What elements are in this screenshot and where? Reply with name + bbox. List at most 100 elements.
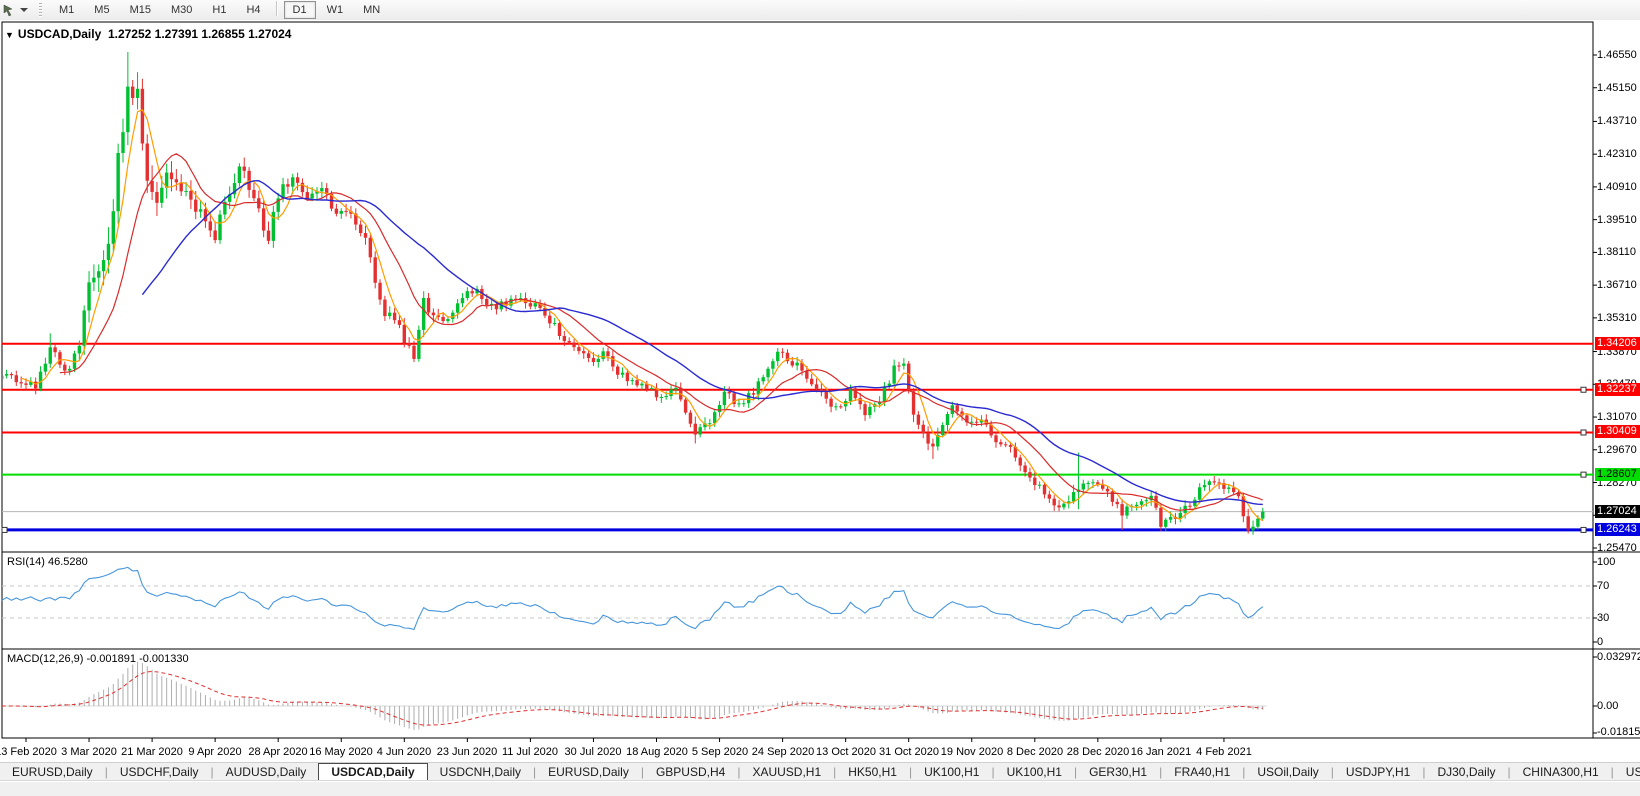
date-tick-label: 28 Dec 2020 xyxy=(1066,746,1130,758)
macd-scale-label: 0.032972 xyxy=(1597,651,1640,663)
tab-separator: | xyxy=(1507,765,1511,779)
tab-gbpusd-h4-6[interactable]: GBPUSD,H4 xyxy=(655,764,726,779)
hline-price-label: 1.28607 xyxy=(1595,468,1640,481)
tab-usoil-daily-13[interactable]: USOil,Daily xyxy=(1257,764,1319,779)
macd-signal-line xyxy=(1,670,1263,726)
tab-hk50-h1-8[interactable]: HK50,H1 xyxy=(848,764,897,779)
price-tick-label: 1.42310 xyxy=(1597,148,1637,160)
date-tick-label: 18 Aug 2020 xyxy=(626,746,688,758)
tab-china300-h1-16[interactable]: CHINA300,H1 xyxy=(1522,764,1599,779)
candles-layer xyxy=(3,51,1265,535)
rsi-scale-label: 0 xyxy=(1597,636,1604,648)
tab-ger30-h1-11[interactable]: GER30,H1 xyxy=(1089,764,1148,779)
hline-handle[interactable] xyxy=(1,526,8,533)
tab-separator: | xyxy=(640,765,644,779)
toolbar-grip[interactable] xyxy=(39,3,42,17)
timeframe-button-w1[interactable]: W1 xyxy=(326,4,344,16)
tab-usdjpy-h1-14[interactable]: USDJPY,H1 xyxy=(1345,764,1411,779)
ma-mid-line xyxy=(59,153,1264,511)
tab-dj30-daily-15[interactable]: DJ30,Daily xyxy=(1437,764,1496,779)
chart-symbol-label: USDCAD,Daily xyxy=(17,27,102,41)
date-tick-label: 13 Oct 2020 xyxy=(816,746,876,758)
hline-handle[interactable] xyxy=(1580,429,1587,436)
timeframe-button-d1[interactable]: D1 xyxy=(283,1,316,19)
macd-indicator-label: MACD(12,26,9) -0.001891 -0.001330 xyxy=(7,653,189,665)
price-tick-label: 1.36710 xyxy=(1597,279,1637,291)
date-tick-label: 31 Oct 2020 xyxy=(879,746,939,758)
price-tick-label: 1.43710 xyxy=(1597,115,1637,127)
ma-slow-line xyxy=(141,179,1263,506)
rsi-panel xyxy=(1,551,1594,650)
main-price-panel xyxy=(1,21,1594,553)
price-tick-label: 1.29670 xyxy=(1597,444,1637,456)
chart-collapse-icon[interactable]: ▼ xyxy=(5,30,14,40)
price-tick-label: 1.35310 xyxy=(1597,312,1637,324)
tab-separator: | xyxy=(1610,765,1614,779)
price-tick-label: 1.45150 xyxy=(1597,82,1637,94)
hline-price-label: 1.34206 xyxy=(1595,337,1640,350)
date-tick-label: 8 Dec 2020 xyxy=(1006,746,1064,758)
tab-usdcnh-daily-4[interactable]: USDCNH,Daily xyxy=(439,764,522,779)
timeframe-button-h1[interactable]: H1 xyxy=(212,4,227,16)
hline-handle[interactable] xyxy=(1580,526,1587,533)
chart-title: ▼ USDCAD,Daily 1.27252 1.27391 1.26855 1.… xyxy=(5,27,291,41)
timeframe-button-mn[interactable]: MN xyxy=(363,4,381,16)
tab-uk100-h1-10[interactable]: UK100,H1 xyxy=(1006,764,1062,779)
timeframe-button-m30[interactable]: M30 xyxy=(170,4,193,16)
tab-separator: | xyxy=(1422,765,1426,779)
tab-uk100-h1-9[interactable]: UK100,H1 xyxy=(924,764,980,779)
date-tick-label: 16 May 2020 xyxy=(309,746,373,758)
price-tick-label: 1.39510 xyxy=(1597,214,1637,226)
tab-usdcad-daily-3[interactable]: USDCAD,Daily xyxy=(318,763,428,781)
tab-separator: | xyxy=(908,765,913,779)
price-tick-label: 1.40910 xyxy=(1597,181,1637,193)
tab-separator: | xyxy=(991,765,995,779)
date-tick-label: 19 Nov 2020 xyxy=(940,746,1004,758)
tab-separator: | xyxy=(1242,765,1246,779)
date-tick-label: 11 Jul 2020 xyxy=(501,746,559,758)
price-tick-label: 1.31070 xyxy=(1597,411,1637,423)
tab-xauusd-h1-7[interactable]: XAUUSD,H1 xyxy=(752,764,822,779)
timeframe-button-m1[interactable]: M1 xyxy=(59,4,75,16)
tab-separator: | xyxy=(833,765,837,779)
date-tick-label: 28 Apr 2020 xyxy=(248,746,308,758)
hline-handle[interactable] xyxy=(1580,471,1587,478)
timeframe-button-h4[interactable]: H4 xyxy=(246,4,261,16)
tab-eurusd-daily-0[interactable]: EURUSD,Daily xyxy=(12,764,93,779)
hline-handle[interactable] xyxy=(1580,386,1587,393)
tool-dropdown-icon[interactable] xyxy=(20,8,28,12)
ma-fast-line xyxy=(20,109,1264,522)
price-tick-label: 1.46550 xyxy=(1597,49,1637,61)
current-price-label: 1.27024 xyxy=(1595,505,1640,518)
date-tick-label: 5 Sep 2020 xyxy=(691,746,749,758)
rsi-line xyxy=(1,566,1264,631)
macd-histogram xyxy=(6,661,1264,730)
chart-ohlc-values: 1.27252 1.27391 1.26855 1.27024 xyxy=(107,27,292,41)
tab-separator: | xyxy=(1073,765,1078,779)
tab-usdchf-daily-1[interactable]: USDCHF,Daily xyxy=(119,764,199,779)
tab-separator: | xyxy=(1330,765,1334,779)
toolbar-separator xyxy=(275,1,278,16)
timeframe-button-m5[interactable]: M5 xyxy=(94,4,110,16)
tab-eurusd-daily-5[interactable]: EURUSD,Daily xyxy=(548,764,629,779)
tab-separator: | xyxy=(104,765,108,779)
hline-price-label: 1.30409 xyxy=(1595,425,1640,438)
tab-usoil-h1-17[interactable]: USOil,H1 xyxy=(1625,764,1640,779)
date-tick-label: 9 Apr 2020 xyxy=(188,746,242,758)
timeframe-button-m15[interactable]: M15 xyxy=(129,4,151,16)
chart-window[interactable]: ▼ USDCAD,Daily 1.27252 1.27391 1.26855 1.… xyxy=(0,20,1640,762)
price-tick-label: 1.38110 xyxy=(1597,246,1636,258)
timeframe-toolbar: M1 M5 M15 M30 H1 H4 D1 W1 MN xyxy=(0,0,1640,21)
cursor-tool-icon[interactable] xyxy=(1,3,30,18)
tab-fra40-h1-12[interactable]: FRA40,H1 xyxy=(1174,764,1231,779)
macd-scale-label: -0.018154 xyxy=(1597,726,1640,738)
tab-separator: | xyxy=(533,765,537,779)
tab-audusd-daily-2[interactable]: AUDUSD,Daily xyxy=(225,764,307,779)
date-tick-label: 30 Jul 2020 xyxy=(564,746,622,758)
rsi-indicator-label: RSI(14) 46.5280 xyxy=(7,556,88,568)
hline-price-label: 1.26243 xyxy=(1595,523,1640,536)
macd-panel xyxy=(1,648,1594,739)
date-tick-label: 4 Feb 2021 xyxy=(1196,746,1252,758)
chart-tab-bar: EURUSD,Daily | USDCHF,Daily | AUDUSD,Daily US… xyxy=(0,762,1640,781)
